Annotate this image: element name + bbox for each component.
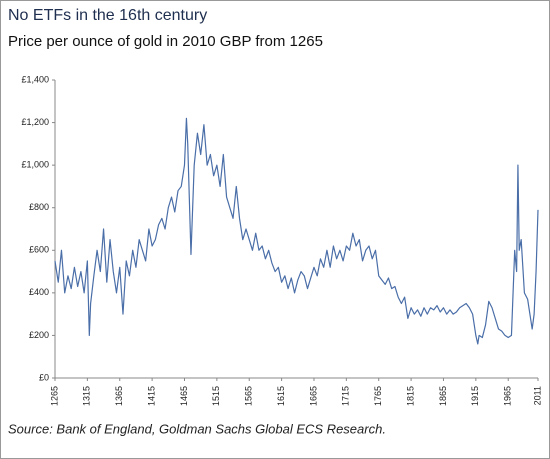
y-tick-label: £0 xyxy=(39,372,49,382)
x-tick-label: 1565 xyxy=(244,386,254,406)
x-tick-label: 1865 xyxy=(438,386,448,406)
y-tick-label: £800 xyxy=(29,202,49,212)
x-tick-label: 1765 xyxy=(373,386,383,406)
y-tick-label: £600 xyxy=(29,245,49,255)
y-tick-label: £1,000 xyxy=(21,160,49,170)
x-tick-label: 1915 xyxy=(470,386,480,406)
x-tick-label: 1965 xyxy=(503,386,513,406)
x-tick-label: 1465 xyxy=(179,386,189,406)
y-tick-label: £1,200 xyxy=(21,117,49,127)
price-line xyxy=(54,117,539,345)
chart-title: No ETFs in the 16th century xyxy=(8,7,207,24)
source-note: Source: Bank of England, Goldman Sachs G… xyxy=(8,421,386,436)
x-tick-label: 1265 xyxy=(49,386,59,406)
x-tick-label: 1365 xyxy=(114,386,124,406)
x-tick-label: 1815 xyxy=(405,386,415,406)
x-tick-label: 1515 xyxy=(211,386,221,406)
y-tick-label: £400 xyxy=(29,287,49,297)
x-tick-label: 1665 xyxy=(308,386,318,406)
x-tick-label: 1415 xyxy=(146,386,156,406)
x-tick-label: 1315 xyxy=(82,386,92,406)
x-tick-label: 1615 xyxy=(276,386,286,406)
y-tick-label: £1,400 xyxy=(21,74,49,84)
x-tick-label: 1715 xyxy=(341,386,351,406)
x-tick-label: 2011 xyxy=(532,386,542,405)
chart-subtitle: Price per ounce of gold in 2010 GBP from… xyxy=(8,33,323,50)
y-tick-label: £200 xyxy=(29,330,49,340)
